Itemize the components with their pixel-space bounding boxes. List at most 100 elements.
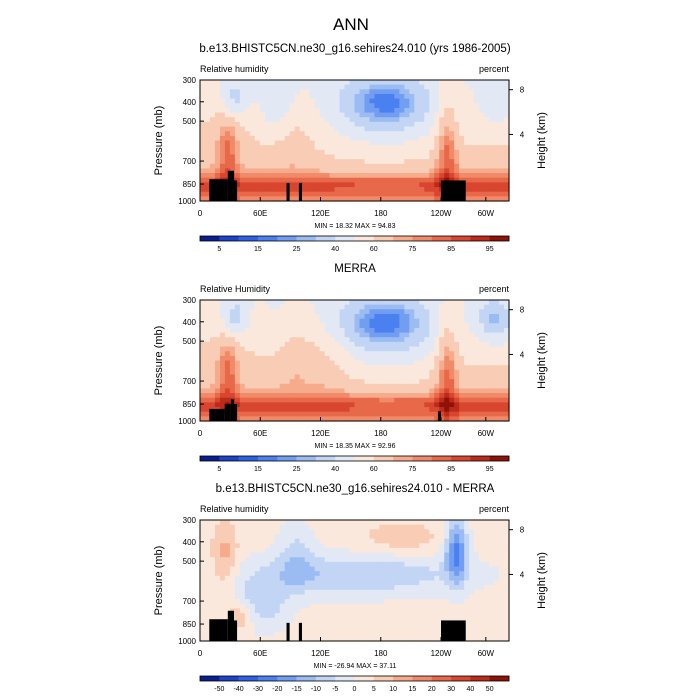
field-cell xyxy=(304,603,311,610)
field-cell xyxy=(304,177,311,183)
field-cell xyxy=(414,168,420,174)
field-cell xyxy=(229,126,236,132)
field-cell xyxy=(264,140,271,146)
field-cell xyxy=(214,547,221,554)
field-cell xyxy=(344,416,351,422)
field-cell xyxy=(489,323,495,329)
field-cell xyxy=(449,543,455,549)
field-cell xyxy=(439,594,445,600)
field-cell xyxy=(254,355,261,362)
field-cell xyxy=(399,332,405,338)
field-cell xyxy=(434,131,440,137)
field-cell xyxy=(354,379,361,385)
field-cell xyxy=(394,538,400,544)
field-cell xyxy=(219,599,226,605)
field-cell xyxy=(324,543,331,549)
field-cell xyxy=(284,608,291,614)
field-cell xyxy=(399,327,405,334)
field-cell xyxy=(239,393,246,399)
field-cell xyxy=(219,323,226,329)
field-cell xyxy=(204,603,211,610)
field-cell xyxy=(494,533,500,540)
field-cell xyxy=(429,117,435,123)
field-cell xyxy=(399,346,405,352)
field-cell xyxy=(229,547,236,554)
field-cell xyxy=(354,168,361,174)
field-cell xyxy=(394,131,400,137)
field-cell xyxy=(304,140,311,146)
field-cell xyxy=(224,80,231,86)
field-cell xyxy=(329,603,336,610)
field-cell xyxy=(254,112,261,118)
field-cell xyxy=(494,538,500,544)
field-cell xyxy=(474,173,480,179)
field-cell xyxy=(364,613,371,619)
field-cell xyxy=(469,323,475,329)
field-cell xyxy=(249,599,256,605)
field-cell xyxy=(384,538,390,544)
field-cell xyxy=(309,187,316,193)
field-cell xyxy=(459,177,465,183)
field-cell xyxy=(249,131,256,137)
field-cell xyxy=(249,627,256,633)
field-cell xyxy=(309,107,316,114)
field-cell xyxy=(324,411,331,417)
field-cell xyxy=(489,411,495,417)
y-tick-label: 850 xyxy=(183,180,197,189)
field-cell xyxy=(259,173,266,179)
field-cell xyxy=(239,168,246,174)
colorbar-segment xyxy=(412,456,433,461)
field-cell xyxy=(369,337,376,343)
field-cell xyxy=(369,524,376,530)
field-cell xyxy=(504,547,510,554)
field-cell xyxy=(409,407,415,413)
field-cell xyxy=(414,351,420,357)
field-cell xyxy=(434,613,440,619)
field-cell xyxy=(289,397,296,403)
field-cell xyxy=(354,603,361,610)
field-cell xyxy=(329,529,336,535)
field-cell xyxy=(489,187,495,193)
field-cell xyxy=(274,140,281,146)
field-cell xyxy=(239,346,246,352)
field-cell xyxy=(424,173,430,179)
terrain-mask xyxy=(224,404,231,421)
field-cell xyxy=(494,304,500,310)
field-cell xyxy=(389,543,395,549)
field-cell xyxy=(459,402,465,408)
field-cell xyxy=(394,145,400,151)
field-cell xyxy=(329,365,336,371)
field-cell xyxy=(429,149,435,156)
field-cell xyxy=(200,383,206,390)
field-cell xyxy=(469,617,475,623)
field-cell xyxy=(414,393,420,399)
field-cell xyxy=(359,313,366,320)
field-cell xyxy=(464,351,470,357)
field-cell xyxy=(314,402,321,408)
field-cell xyxy=(379,547,385,554)
field-cell xyxy=(364,524,371,530)
field-cell xyxy=(474,323,480,329)
field-cell xyxy=(459,304,465,310)
field-cell xyxy=(269,135,276,142)
field-cell xyxy=(439,89,445,95)
field-cell xyxy=(374,393,381,399)
field-cell xyxy=(314,182,321,188)
field-cell xyxy=(409,520,415,526)
field-cell xyxy=(294,603,301,610)
field-cell xyxy=(304,520,311,526)
field-cell xyxy=(224,589,231,596)
field-cell xyxy=(479,313,485,320)
field-cell xyxy=(439,529,445,535)
colorbar-segment xyxy=(489,456,510,461)
field-cell xyxy=(289,594,296,600)
field-cell xyxy=(249,561,256,568)
field-cell xyxy=(204,131,211,137)
field-cell xyxy=(324,351,331,357)
field-cell xyxy=(200,173,206,179)
field-cell xyxy=(384,182,390,188)
field-cell xyxy=(384,529,390,535)
colorbar-segment xyxy=(238,456,259,461)
field-cell xyxy=(484,191,490,197)
field-cell xyxy=(489,585,495,591)
